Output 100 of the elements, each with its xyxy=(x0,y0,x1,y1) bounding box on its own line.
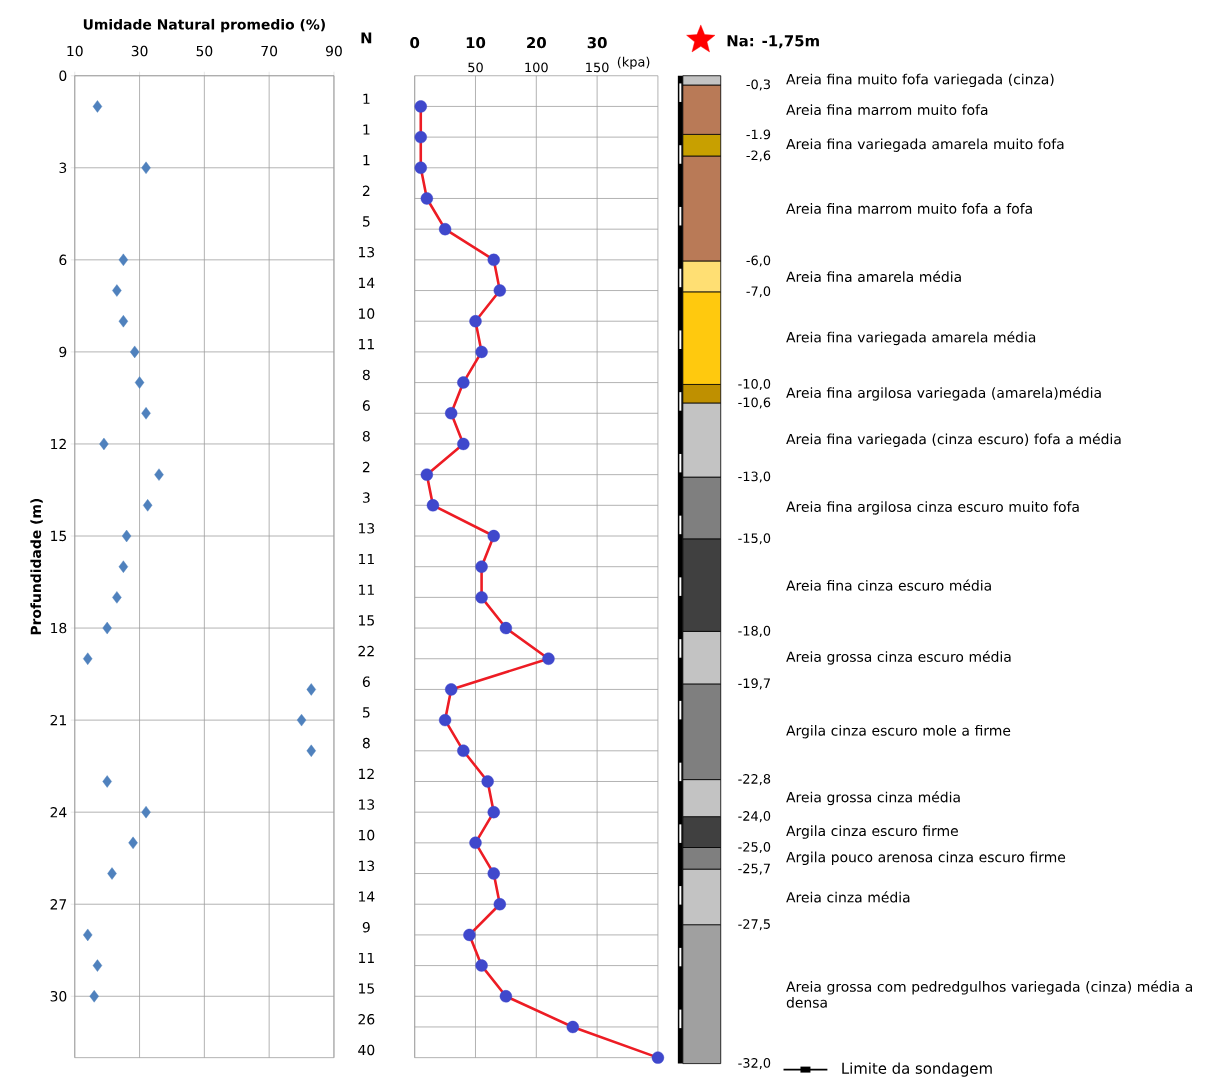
text: 5 xyxy=(362,707,370,718)
text: Areia fina variegada amarela média xyxy=(786,331,1036,346)
text: 10 xyxy=(359,308,375,319)
point xyxy=(118,560,129,573)
text: 26 xyxy=(358,1013,375,1025)
point xyxy=(83,928,93,942)
y-tick-label: -24,0 xyxy=(738,811,771,823)
x2-axis-title: (kpa) xyxy=(617,56,650,70)
point xyxy=(134,376,145,389)
text: Areia fina muito fofa variegada (cinza) xyxy=(786,73,1054,88)
text: Areia fina amarela média xyxy=(786,270,961,283)
text: 8 xyxy=(362,737,370,749)
point xyxy=(651,1051,665,1064)
x2-tick-label: 150 xyxy=(586,62,609,73)
y-tick-label: -10,6 xyxy=(738,397,771,409)
text: Areia fina marrom muito fofa xyxy=(786,104,988,116)
text: 8 xyxy=(362,369,370,381)
y-tick-label: 21 xyxy=(50,714,66,726)
point xyxy=(445,407,458,420)
point xyxy=(457,437,470,451)
point xyxy=(481,775,494,788)
point xyxy=(438,222,452,236)
point xyxy=(107,867,117,880)
point xyxy=(469,836,482,849)
point xyxy=(457,376,470,389)
text: 3 xyxy=(362,492,370,503)
text: Areia fina argilosa variegada (amarela)média xyxy=(786,386,1101,401)
y-tick-label: 18 xyxy=(51,622,67,634)
text: 2 xyxy=(362,185,370,196)
text: Areia fina variegada amarela muito fofa xyxy=(786,138,1064,152)
text: 6 xyxy=(362,676,370,687)
text: Argila pouco arenosa cinza escuro firme xyxy=(786,851,1066,865)
point xyxy=(130,345,140,359)
text: N xyxy=(361,32,372,44)
point xyxy=(487,867,500,880)
text: 2 xyxy=(362,461,370,473)
text: 1 xyxy=(363,93,370,104)
point xyxy=(118,253,129,266)
text: Argila cinza escuro mole a firme xyxy=(786,724,1011,739)
point xyxy=(121,529,132,543)
text: Areia fina variegada (cinza escuro) fofa a média xyxy=(786,432,1121,447)
y-tick-label: -32,0 xyxy=(738,1058,771,1070)
text: 15 xyxy=(359,615,374,626)
point xyxy=(438,713,452,727)
point xyxy=(99,437,109,451)
point xyxy=(493,897,507,911)
y-tick-label: -25,7 xyxy=(738,863,770,875)
point xyxy=(542,652,555,665)
text: Na: -1,75m xyxy=(727,35,819,49)
text: 13 xyxy=(359,860,375,872)
text: 6 xyxy=(362,400,370,411)
point xyxy=(475,591,488,604)
point xyxy=(414,161,427,174)
text: Areia grossa com pedredgulhos variegada (cinza) média a densa xyxy=(786,980,1193,1008)
point xyxy=(414,100,427,113)
point xyxy=(566,1020,579,1034)
y-tick-label: -18,0 xyxy=(738,625,771,637)
x-tick-label: 0 xyxy=(410,36,420,49)
x2-tick-label: 100 xyxy=(525,62,548,73)
point xyxy=(414,130,427,144)
x-tick-label: 30 xyxy=(131,45,148,57)
point xyxy=(475,959,488,972)
y-tick-label: 9 xyxy=(59,346,67,358)
y-tick-label: -1.9 xyxy=(746,129,771,140)
x2-tick-label: 50 xyxy=(468,62,483,73)
text: 14 xyxy=(359,277,375,288)
point xyxy=(83,652,93,665)
text: 1 xyxy=(363,154,370,166)
text: 1 xyxy=(363,124,370,135)
point xyxy=(487,529,500,543)
y-tick-label: 0 xyxy=(59,70,67,81)
point xyxy=(141,407,151,420)
point xyxy=(141,161,151,174)
y-tick-label: -6,0 xyxy=(746,255,771,267)
y-tick-label: -13,0 xyxy=(738,471,771,483)
point xyxy=(475,345,488,359)
point xyxy=(475,560,488,573)
text: 11 xyxy=(359,553,374,565)
y-tick-label: 24 xyxy=(50,806,67,818)
point xyxy=(457,744,470,757)
text: 9 xyxy=(362,921,370,933)
text: 15 xyxy=(359,983,374,994)
point xyxy=(469,314,482,328)
text: Argila cinza escuro firme xyxy=(786,825,958,839)
point xyxy=(102,621,112,635)
text: Areia fina argilosa cinza escuro muito fofa xyxy=(786,501,1079,515)
point xyxy=(89,990,99,1003)
y-tick-label: -22,8 xyxy=(738,774,771,786)
text: 11 xyxy=(359,584,374,595)
y-tick-label: -25,0 xyxy=(738,841,771,853)
text: 8 xyxy=(362,430,370,442)
y-tick-label: -15,0 xyxy=(738,533,771,545)
y-tick-label: -7,0 xyxy=(746,286,771,298)
text: 40 xyxy=(358,1044,375,1056)
point xyxy=(128,836,138,849)
text: 13 xyxy=(359,246,375,258)
text: 13 xyxy=(359,799,375,810)
point xyxy=(420,468,434,481)
point xyxy=(306,744,316,757)
text: 11 xyxy=(359,952,374,963)
